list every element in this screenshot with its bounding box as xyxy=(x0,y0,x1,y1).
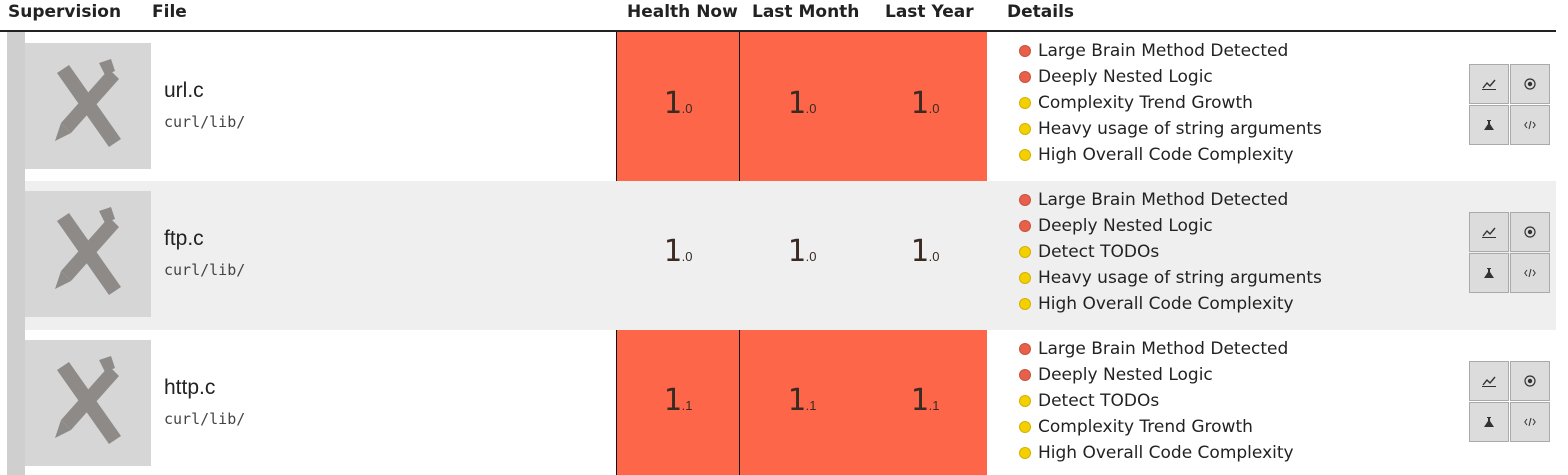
trend-chart-icon xyxy=(1482,376,1496,387)
detail-item[interactable]: High Overall Code Complexity xyxy=(1019,440,1294,466)
pencil-ruler-icon xyxy=(55,59,121,147)
table-row[interactable]: http.c curl/lib/ xyxy=(25,330,1556,475)
target-icon xyxy=(1524,78,1536,90)
target-button[interactable] xyxy=(1510,212,1550,252)
detail-item[interactable]: Deeply Nested Logic xyxy=(1019,213,1322,239)
file-path: curl/lib/ xyxy=(164,113,246,131)
lab-button[interactable] xyxy=(1469,105,1509,145)
severity-yellow-dot xyxy=(1019,123,1031,135)
header-file[interactable]: File xyxy=(152,2,187,22)
health-now-score: 1.0 xyxy=(663,86,693,121)
file-thumbnail[interactable] xyxy=(25,43,151,169)
detail-item[interactable]: Detect TODOs xyxy=(1019,388,1294,414)
health-now-score: 1.1 xyxy=(663,383,693,418)
trend-button[interactable] xyxy=(1469,212,1509,252)
detail-item[interactable]: Heavy usage of string arguments xyxy=(1019,265,1322,291)
trend-button[interactable] xyxy=(1469,361,1509,401)
table-row[interactable]: ftp.c curl/lib/ xyxy=(25,181,1556,330)
pencil-ruler-icon xyxy=(55,207,121,295)
severity-red-dot xyxy=(1019,71,1031,83)
severity-red-dot xyxy=(1019,369,1031,381)
detail-item[interactable]: Large Brain Method Detected xyxy=(1019,187,1322,213)
detail-item[interactable]: Large Brain Method Detected xyxy=(1019,38,1322,64)
target-icon xyxy=(1524,226,1536,238)
severity-yellow-dot xyxy=(1019,298,1031,310)
last-month-score: 1.0 xyxy=(787,86,817,121)
detail-item[interactable]: High Overall Code Complexity xyxy=(1019,291,1322,317)
trend-chart-icon xyxy=(1482,79,1496,90)
detail-item[interactable]: Complexity Trend Growth xyxy=(1019,414,1294,440)
lab-button[interactable] xyxy=(1469,253,1509,293)
header-health-now[interactable]: Health Now xyxy=(627,2,738,22)
detail-item[interactable]: Complexity Trend Growth xyxy=(1019,90,1322,116)
row-actions xyxy=(1469,212,1551,294)
severity-yellow-dot xyxy=(1019,447,1031,459)
trend-chart-icon xyxy=(1482,227,1496,238)
detail-item[interactable]: Heavy usage of string arguments xyxy=(1019,116,1322,142)
file-path: curl/lib/ xyxy=(164,261,246,279)
header-details[interactable]: Details xyxy=(1007,2,1075,22)
code-icon xyxy=(1524,120,1536,130)
flask-icon xyxy=(1484,268,1494,278)
code-button[interactable] xyxy=(1510,402,1550,442)
last-month-score: 1.1 xyxy=(787,383,817,418)
code-button[interactable] xyxy=(1510,253,1550,293)
table-row[interactable]: url.c curl/lib/ xyxy=(25,32,1556,181)
severity-red-dot xyxy=(1019,343,1031,355)
header-supervision[interactable]: Supervision xyxy=(8,2,122,22)
severity-yellow-dot xyxy=(1019,421,1031,433)
file-thumbnail[interactable] xyxy=(25,340,151,466)
target-button[interactable] xyxy=(1510,64,1550,104)
detail-item[interactable]: Detect TODOs xyxy=(1019,239,1322,265)
target-icon xyxy=(1524,375,1536,387)
details-list: Large Brain Method Detected Deeply Neste… xyxy=(1019,336,1294,466)
flask-icon xyxy=(1484,417,1494,427)
header-last-month[interactable]: Last Month xyxy=(752,2,860,22)
last-year-score: 1.0 xyxy=(910,86,940,121)
lab-button[interactable] xyxy=(1469,402,1509,442)
code-button[interactable] xyxy=(1510,105,1550,145)
flask-icon xyxy=(1484,120,1494,130)
header-last-year[interactable]: Last Year xyxy=(885,2,974,22)
detail-item[interactable]: Deeply Nested Logic xyxy=(1019,64,1322,90)
severity-yellow-dot xyxy=(1019,246,1031,258)
last-year-score: 1.1 xyxy=(910,383,940,418)
target-button[interactable] xyxy=(1510,361,1550,401)
severity-yellow-dot xyxy=(1019,97,1031,109)
detail-item[interactable]: Large Brain Method Detected xyxy=(1019,336,1294,362)
file-name[interactable]: ftp.c xyxy=(164,227,204,250)
severity-yellow-dot xyxy=(1019,149,1031,161)
code-icon xyxy=(1524,268,1536,278)
health-now-score: 1.0 xyxy=(663,234,693,269)
code-icon xyxy=(1524,417,1536,427)
detail-item[interactable]: Deeply Nested Logic xyxy=(1019,362,1294,388)
file-name[interactable]: url.c xyxy=(164,79,204,102)
row-actions xyxy=(1469,64,1551,146)
row-actions xyxy=(1469,361,1551,443)
file-thumbnail[interactable] xyxy=(25,191,151,317)
detail-item[interactable]: High Overall Code Complexity xyxy=(1019,142,1322,168)
details-list: Large Brain Method Detected Deeply Neste… xyxy=(1019,38,1322,168)
severity-red-dot xyxy=(1019,220,1031,232)
severity-red-dot xyxy=(1019,194,1031,206)
file-path: curl/lib/ xyxy=(164,410,246,428)
last-year-score: 1.0 xyxy=(910,234,940,269)
severity-yellow-dot xyxy=(1019,272,1031,284)
details-list: Large Brain Method Detected Deeply Neste… xyxy=(1019,187,1322,317)
severity-yellow-dot xyxy=(1019,395,1031,407)
file-name[interactable]: http.c xyxy=(164,376,216,399)
severity-red-dot xyxy=(1019,45,1031,57)
last-month-score: 1.0 xyxy=(787,234,817,269)
supervision-bar xyxy=(7,32,25,475)
trend-button[interactable] xyxy=(1469,64,1509,104)
table-header: Supervision File Health Now Last Month L… xyxy=(0,0,1556,32)
pencil-ruler-icon xyxy=(55,356,121,444)
